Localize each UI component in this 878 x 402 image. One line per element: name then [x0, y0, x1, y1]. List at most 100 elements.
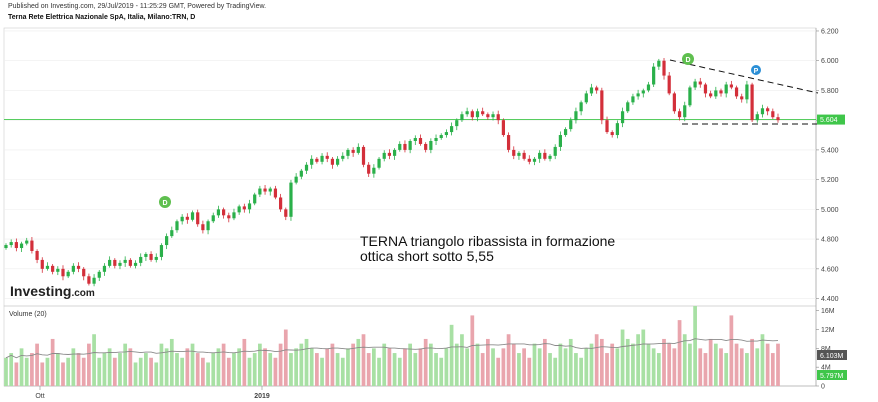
volume-bar	[423, 338, 428, 386]
volume-bar	[517, 353, 521, 386]
volume-bar	[568, 338, 573, 386]
volume-bar	[45, 357, 50, 386]
candle-body	[227, 215, 231, 219]
volume-axis: 16M 12M 8M 4M 0	[816, 308, 835, 391]
candle-body	[372, 167, 376, 174]
dividend-badge-1[interactable]	[159, 196, 171, 208]
volume-bar	[460, 334, 464, 386]
volume-bar	[558, 343, 563, 386]
volume-bar	[24, 357, 29, 386]
volume-bar	[237, 348, 242, 386]
candle-body	[734, 87, 739, 97]
volume-bar	[693, 306, 697, 386]
price-tick-label: 4.800	[821, 237, 839, 244]
candle-body	[392, 149, 397, 156]
volume-bar	[724, 353, 729, 386]
candle-body	[693, 81, 697, 88]
candle-body	[51, 265, 55, 272]
volume-bar	[221, 343, 226, 386]
candle-body	[771, 111, 775, 118]
volume-bar	[656, 353, 661, 386]
price-tick-label: 5.000	[821, 207, 839, 214]
candle-body	[346, 149, 350, 156]
p-badge[interactable]	[751, 65, 761, 75]
candle-body	[154, 256, 158, 260]
annotation-line-1: TERNA triangolo ribassista in formazione	[360, 233, 615, 249]
volume-bar	[537, 348, 542, 386]
candle-body	[444, 132, 449, 136]
volume-bar	[610, 343, 615, 386]
volume-bar	[755, 348, 760, 386]
candle-body	[569, 120, 573, 130]
candle-body	[144, 253, 148, 257]
candle-body	[652, 66, 656, 85]
candle-body	[620, 111, 625, 124]
volume-bar	[232, 353, 236, 386]
candle-body	[242, 206, 246, 210]
dividend-badge-2[interactable]	[682, 53, 694, 65]
candle-body	[740, 96, 744, 100]
volume-bar	[719, 348, 723, 386]
candle-body	[398, 143, 402, 150]
volume-bar	[66, 357, 71, 386]
candle-body	[92, 277, 96, 284]
candle-body	[304, 164, 309, 171]
volume-bar	[71, 348, 76, 386]
candlesticks	[4, 58, 780, 287]
volume-bar	[532, 343, 537, 386]
volume-bar	[138, 357, 143, 386]
candle-body	[330, 158, 335, 165]
volume-bar	[201, 357, 205, 386]
candle-body	[97, 271, 101, 278]
volume-bar	[164, 348, 169, 386]
volume-bar	[662, 338, 666, 386]
candle-body	[128, 259, 132, 266]
volume-bar	[413, 353, 418, 386]
candle-body	[9, 242, 13, 246]
volume-bar	[123, 343, 128, 386]
volume-bar	[30, 353, 34, 386]
volume-bar	[61, 362, 65, 386]
candle-body	[605, 120, 609, 133]
volume-bar	[299, 343, 304, 386]
volume-bar	[330, 343, 335, 386]
candle-body	[434, 138, 438, 141]
volume-bar	[247, 357, 252, 386]
candle-body	[703, 84, 708, 94]
candle-body	[745, 84, 749, 100]
candle-body	[377, 158, 381, 168]
candle-body	[610, 132, 614, 136]
volume-bar	[682, 334, 687, 386]
current-price-box	[817, 114, 845, 125]
candle-body	[201, 224, 205, 231]
volume-title: Volume (20)	[9, 311, 47, 318]
volume-bar	[211, 353, 216, 386]
volume-bar	[636, 334, 640, 386]
candle-body	[185, 216, 189, 220]
candle-body	[71, 265, 75, 272]
volume-bar	[87, 343, 91, 386]
price-tick-label: 4.400	[821, 296, 839, 303]
volume-bar	[418, 348, 423, 386]
candle-body	[14, 242, 18, 249]
candle-body	[222, 209, 226, 216]
volume-bar	[688, 343, 692, 386]
volume-bar	[335, 353, 340, 386]
candle-body	[724, 84, 728, 94]
volume-bar	[501, 348, 506, 386]
volume-bar	[346, 348, 350, 386]
candle-body	[56, 268, 60, 272]
price-tick-label: 5.800	[821, 88, 839, 95]
candle-body	[320, 155, 324, 162]
investing-logo: Investing.com	[10, 283, 95, 299]
volume-bar	[599, 338, 604, 386]
candle-body	[82, 268, 86, 277]
candle-body	[714, 90, 718, 97]
volume-bar	[574, 353, 578, 386]
volume-bar	[677, 320, 682, 386]
volume-bar	[81, 357, 86, 386]
volume-bar	[713, 343, 718, 386]
price-tick-label: 4.600	[821, 266, 839, 273]
published-note: Published on Investing.com, 29/Jul/2019 …	[8, 3, 267, 10]
